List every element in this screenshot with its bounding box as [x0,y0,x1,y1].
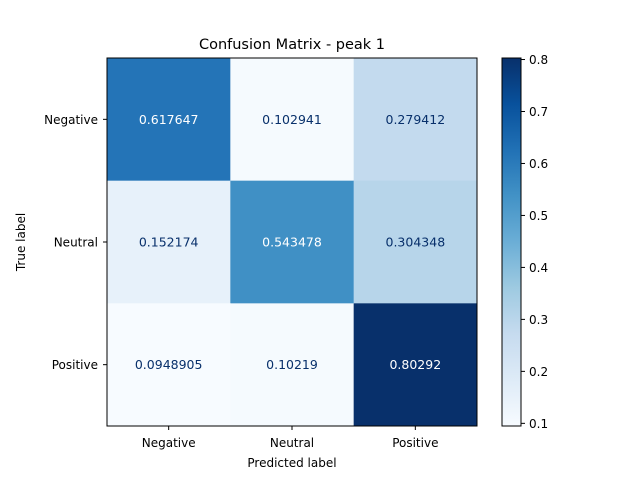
matrix-cell [353,58,478,182]
cell-value-label: 0.152174 [139,235,199,250]
y-axis-ticks: Negative Neutral Positive [44,113,107,372]
colorbar-tick-label: 0.2 [529,365,548,379]
cell-value-label: 0.543478 [262,235,322,250]
matrix-cell-labels: 0.617647 0.102941 0.279412 0.152174 0.543478… [135,112,445,372]
y-tick-label: Negative [44,113,98,127]
colorbar-tick-label: 0.6 [529,157,548,171]
colorbar-tick-label: 0.3 [529,313,548,327]
matrix-cell [353,180,478,304]
x-axis-label: Predicted label [247,456,336,470]
matrix-cell [230,58,355,182]
matrix-cell [107,180,231,304]
matrix-cells [107,58,478,427]
chart-title: Confusion Matrix - peak 1 [199,37,385,53]
matrix-cell [107,303,231,427]
colorbar-tick-label: 0.5 [529,209,548,223]
y-axis-label: True label [14,213,28,272]
x-tick-label: Neutral [270,436,314,450]
matrix-cell [353,303,478,427]
matrix-cell [107,58,231,182]
colorbar-tick-label: 0.4 [529,261,548,275]
colorbar-tick-label: 0.7 [529,105,548,119]
matrix-cell [230,180,355,304]
matrix-cell [230,303,355,427]
x-tick-label: Negative [142,436,196,450]
colorbar [501,57,522,427]
cell-value-label: 0.279412 [386,112,446,127]
cell-value-label: 0.304348 [386,235,446,250]
y-tick-label: Neutral [54,236,98,250]
x-axis-ticks: Negative Neutral Positive [142,426,438,450]
cell-value-label: 0.617647 [139,112,199,127]
colorbar-tick-label: 0.1 [529,417,548,431]
cell-value-label: 0.102941 [262,112,322,127]
cell-value-label: 0.80292 [389,357,441,372]
colorbar-tick-label: 0.8 [529,53,548,67]
cell-value-label: 0.10219 [266,357,318,372]
y-tick-label: Positive [52,358,98,372]
colorbar-ticks: 0.1 0.2 0.3 0.4 0.5 0.6 0.7 0.8 [521,53,548,431]
x-tick-label: Positive [392,436,438,450]
cell-value-label: 0.0948905 [135,357,203,372]
